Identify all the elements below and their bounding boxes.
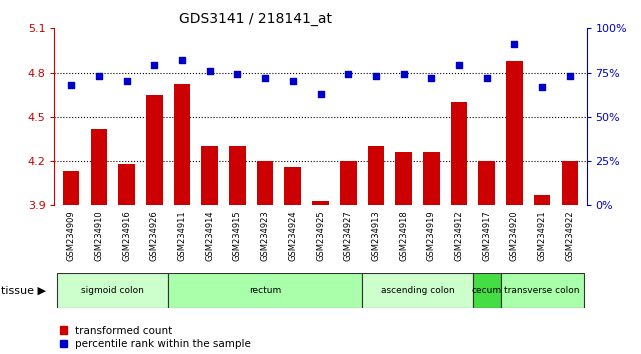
Point <box>121 79 131 84</box>
Bar <box>90 129 107 205</box>
Point <box>94 73 104 79</box>
Bar <box>57 273 168 308</box>
Bar <box>562 161 578 205</box>
Point <box>537 84 547 90</box>
Text: GSM234921: GSM234921 <box>538 211 547 261</box>
Point <box>204 68 215 74</box>
Point <box>177 57 187 63</box>
Bar <box>174 84 190 205</box>
Bar <box>362 273 473 308</box>
Bar <box>146 95 163 205</box>
Point <box>343 72 353 77</box>
Point <box>399 72 409 77</box>
Bar <box>312 201 329 205</box>
Point <box>315 91 326 97</box>
Text: GSM234916: GSM234916 <box>122 211 131 262</box>
Text: GDS3141 / 218141_at: GDS3141 / 218141_at <box>179 12 333 27</box>
Bar <box>473 273 501 308</box>
Bar <box>229 146 246 205</box>
Text: GSM234909: GSM234909 <box>67 211 76 261</box>
Bar <box>340 161 356 205</box>
Text: rectum: rectum <box>249 286 281 295</box>
Text: GSM234912: GSM234912 <box>454 211 463 261</box>
Point <box>510 41 520 47</box>
Text: GSM234927: GSM234927 <box>344 211 353 262</box>
Text: cecum: cecum <box>472 286 502 295</box>
Point <box>232 72 242 77</box>
Bar <box>118 164 135 205</box>
Point <box>66 82 76 88</box>
Text: transverse colon: transverse colon <box>504 286 580 295</box>
Text: sigmoid colon: sigmoid colon <box>81 286 144 295</box>
Bar <box>478 161 495 205</box>
Text: GSM234911: GSM234911 <box>178 211 187 261</box>
Bar <box>63 171 79 205</box>
Text: GSM234910: GSM234910 <box>94 211 103 261</box>
Text: GSM234918: GSM234918 <box>399 211 408 262</box>
Text: GSM234922: GSM234922 <box>565 211 574 261</box>
Bar <box>506 61 523 205</box>
Bar <box>451 102 467 205</box>
Text: GSM234917: GSM234917 <box>482 211 491 262</box>
Point <box>370 73 381 79</box>
Bar <box>257 161 274 205</box>
Bar <box>423 152 440 205</box>
Point <box>260 75 271 81</box>
Point <box>454 63 464 68</box>
Text: GSM234920: GSM234920 <box>510 211 519 261</box>
Bar <box>285 167 301 205</box>
Point <box>565 73 575 79</box>
Bar <box>168 273 362 308</box>
Text: GSM234926: GSM234926 <box>150 211 159 262</box>
Bar <box>367 146 384 205</box>
Text: GSM234913: GSM234913 <box>371 211 380 262</box>
Text: GSM234915: GSM234915 <box>233 211 242 261</box>
Text: GSM234919: GSM234919 <box>427 211 436 261</box>
Bar <box>534 195 551 205</box>
Text: tissue ▶: tissue ▶ <box>1 285 46 295</box>
Point <box>288 79 298 84</box>
Text: GSM234914: GSM234914 <box>205 211 214 261</box>
Bar <box>201 146 218 205</box>
Point <box>481 75 492 81</box>
Text: ascending colon: ascending colon <box>381 286 454 295</box>
Text: GSM234923: GSM234923 <box>261 211 270 262</box>
Text: GSM234924: GSM234924 <box>288 211 297 261</box>
Point <box>149 63 160 68</box>
Point <box>426 75 437 81</box>
Legend: transformed count, percentile rank within the sample: transformed count, percentile rank withi… <box>60 326 251 349</box>
Text: GSM234925: GSM234925 <box>316 211 325 261</box>
Bar <box>501 273 584 308</box>
Bar <box>395 152 412 205</box>
